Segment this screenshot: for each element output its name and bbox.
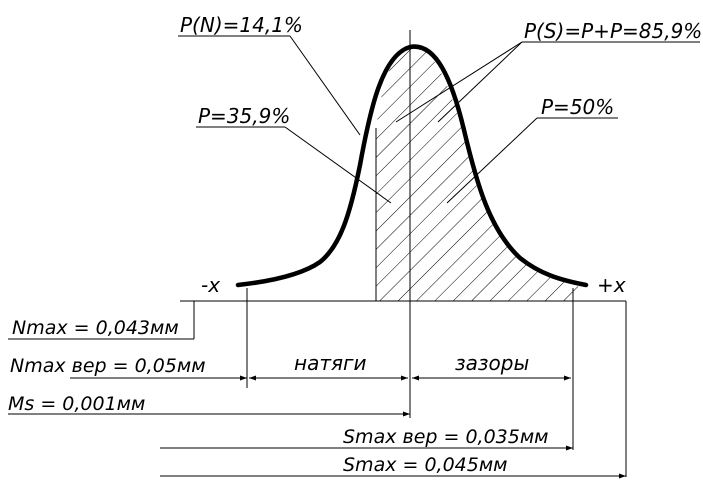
label-ms: Ms = 0,001мм [8, 393, 145, 415]
label-p-50: P=50% [541, 95, 614, 119]
label-nmax: Nmax = 0,043мм [12, 317, 179, 339]
bell-curve [235, 44, 589, 288]
label-minus-x: -x [201, 273, 220, 297]
label-natyagi: натяги [294, 351, 367, 375]
leader-p-n [289, 35, 361, 136]
label-smax: Smax = 0,045мм [343, 454, 508, 476]
label-p-n: P(N)=14,1% [180, 13, 303, 37]
leader-p-s-1 [395, 41, 523, 123]
label-smax-ver: Smax вер = 0,035мм [343, 426, 549, 448]
leader-p-50 [446, 117, 538, 204]
label-zazory: зазоры [455, 351, 529, 375]
leader-p-35 [284, 126, 392, 204]
label-nmax-ver: Nmax вер = 0,05мм [10, 355, 206, 377]
label-p-35: P=35,9% [198, 104, 290, 128]
label-p-s: P(S)=P+P=85,9% [524, 19, 702, 43]
leader-p-s-2 [437, 41, 523, 123]
label-plus-x: +x [597, 273, 626, 297]
